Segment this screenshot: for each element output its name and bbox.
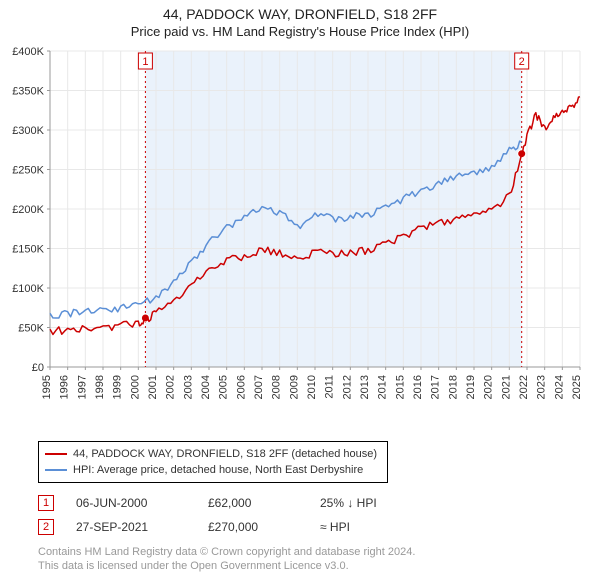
svg-text:£150K: £150K [12, 244, 44, 256]
svg-text:2013: 2013 [359, 375, 371, 399]
event-price: £62,000 [208, 496, 298, 510]
svg-text:2004: 2004 [200, 375, 212, 399]
license-text: Contains HM Land Registry data © Crown c… [0, 539, 600, 574]
svg-text:2000: 2000 [129, 375, 141, 399]
svg-text:2010: 2010 [306, 375, 318, 399]
svg-text:2007: 2007 [253, 375, 265, 399]
license-line-2: This data is licensed under the Open Gov… [38, 559, 572, 573]
svg-text:2024: 2024 [553, 375, 565, 399]
svg-text:2012: 2012 [341, 375, 353, 399]
svg-text:1: 1 [142, 56, 148, 68]
svg-text:£0: £0 [32, 362, 44, 374]
event-row: 1 06-JUN-2000 £62,000 25% ↓ HPI [38, 491, 572, 515]
svg-text:2020: 2020 [483, 375, 495, 399]
svg-text:2008: 2008 [271, 375, 283, 399]
license-line-1: Contains HM Land Registry data © Crown c… [38, 545, 572, 559]
svg-text:2019: 2019 [465, 375, 477, 399]
svg-text:2025: 2025 [571, 375, 583, 399]
svg-text:2006: 2006 [235, 375, 247, 399]
event-marker-icon: 1 [38, 495, 54, 511]
event-note: ≈ HPI [320, 520, 350, 534]
legend-item: 44, PADDOCK WAY, DRONFIELD, S18 2FF (det… [45, 446, 377, 462]
svg-text:1997: 1997 [76, 375, 88, 399]
line-chart: £0 £50K £100K £150K £200K £250K £300K £350K £400… [0, 43, 600, 437]
title-main: 44, PADDOCK WAY, DRONFIELD, S18 2FF [0, 6, 600, 22]
svg-text:2: 2 [519, 56, 525, 68]
svg-text:2015: 2015 [394, 375, 406, 399]
svg-text:1996: 1996 [59, 375, 71, 399]
svg-text:£50K: £50K [18, 323, 44, 335]
event-marker-icon: 2 [38, 519, 54, 535]
svg-text:1999: 1999 [112, 375, 124, 399]
legend-item: HPI: Average price, detached house, Nort… [45, 462, 377, 478]
svg-text:2003: 2003 [182, 375, 194, 399]
svg-text:£200K: £200K [12, 204, 44, 216]
svg-text:2017: 2017 [430, 375, 442, 399]
svg-text:2023: 2023 [536, 375, 548, 399]
svg-text:1998: 1998 [94, 375, 106, 399]
event-row: 2 27-SEP-2021 £270,000 ≈ HPI [38, 515, 572, 539]
event-date: 06-JUN-2000 [76, 496, 186, 510]
svg-text:£250K: £250K [12, 165, 44, 177]
legend: 44, PADDOCK WAY, DRONFIELD, S18 2FF (det… [0, 437, 600, 483]
svg-text:2021: 2021 [500, 375, 512, 399]
svg-text:2014: 2014 [377, 375, 389, 399]
events-table: 1 06-JUN-2000 £62,000 25% ↓ HPI 2 27-SEP-2021… [0, 483, 600, 539]
chart-area: £0 £50K £100K £150K £200K £250K £300K £350K £400… [0, 43, 600, 437]
svg-text:1995: 1995 [41, 375, 53, 399]
svg-text:2001: 2001 [147, 375, 159, 399]
svg-text:2022: 2022 [518, 375, 530, 399]
event-note: 25% ↓ HPI [320, 496, 377, 510]
svg-text:2018: 2018 [447, 375, 459, 399]
svg-text:£300K: £300K [12, 125, 44, 137]
event-date: 27-SEP-2021 [76, 520, 186, 534]
legend-swatch [45, 453, 67, 455]
svg-text:2011: 2011 [324, 375, 336, 399]
legend-swatch [45, 469, 67, 471]
svg-text:2002: 2002 [165, 375, 177, 399]
svg-text:£100K: £100K [12, 283, 44, 295]
svg-text:£400K: £400K [12, 46, 44, 58]
legend-label: 44, PADDOCK WAY, DRONFIELD, S18 2FF (det… [73, 448, 377, 460]
legend-label: HPI: Average price, detached house, Nort… [73, 464, 363, 476]
svg-text:2016: 2016 [412, 375, 424, 399]
event-price: £270,000 [208, 520, 298, 534]
svg-text:2009: 2009 [288, 375, 300, 399]
svg-text:2005: 2005 [218, 375, 230, 399]
svg-text:£350K: £350K [12, 86, 44, 98]
chart-titles: 44, PADDOCK WAY, DRONFIELD, S18 2FF Pric… [0, 0, 600, 43]
title-sub: Price paid vs. HM Land Registry's House … [0, 24, 600, 39]
